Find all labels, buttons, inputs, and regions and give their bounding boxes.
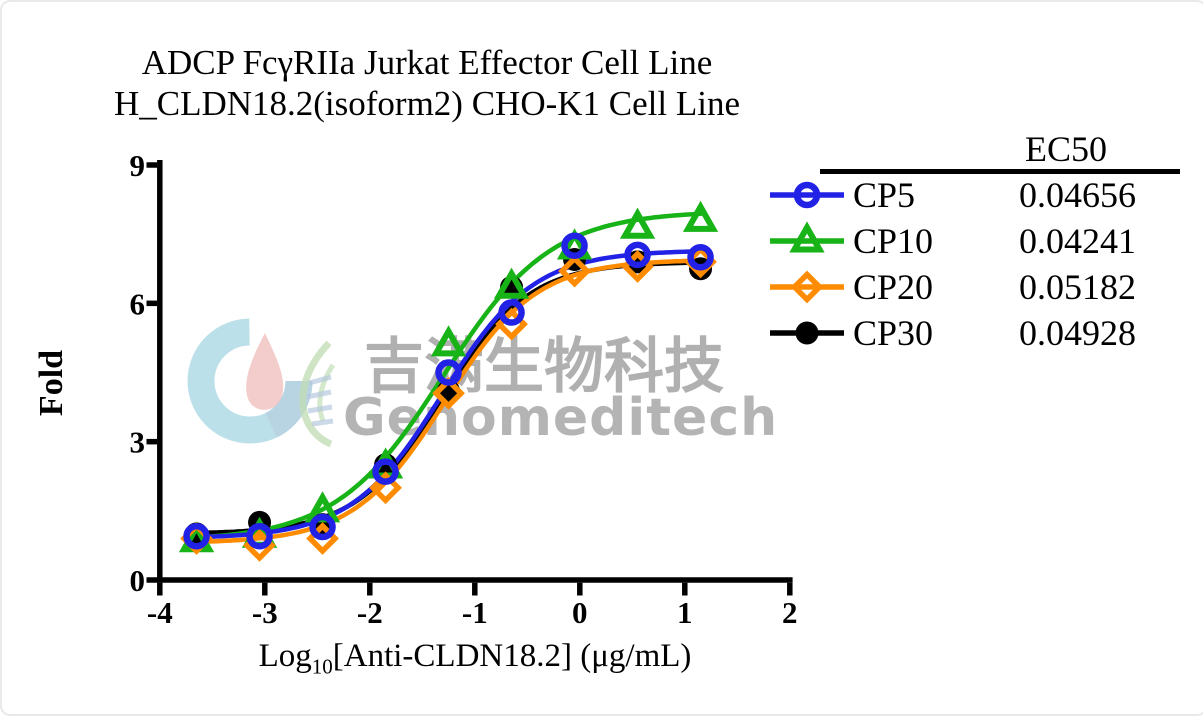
chart-title-line2: H_CLDN18.2(isoform2) CHO-K1 Cell Line bbox=[113, 84, 741, 123]
legend-row-cp30: CP30 0.04928 bbox=[767, 311, 1136, 355]
ec50-value-cp10: 0.04241 bbox=[1019, 221, 1136, 261]
y-tick-label: 3 bbox=[130, 425, 146, 460]
legend-label-cp5: CP5 bbox=[853, 175, 916, 215]
x-tick-label: -1 bbox=[462, 595, 488, 630]
ec50-value-cp5: 0.04656 bbox=[1019, 175, 1136, 215]
legend-label-cp10: CP10 bbox=[853, 221, 934, 261]
x-axis-title-subscript: 10 bbox=[311, 654, 333, 679]
markers-cp5 bbox=[183, 232, 714, 550]
tick-labels: -4 -3 -2 -1 0 1 2 0 3 6 9 bbox=[130, 148, 798, 630]
x-tick-label: -3 bbox=[252, 595, 278, 630]
legend-row-cp20: CP20 0.05182 bbox=[767, 265, 1136, 309]
x-tick-label: -4 bbox=[147, 595, 173, 630]
y-tick-label: 6 bbox=[130, 286, 146, 321]
chart-title-line1: ADCP FcγRIIa Jurkat Effector Cell Line bbox=[141, 43, 713, 82]
x-tick-label: 2 bbox=[782, 595, 798, 630]
cp10-marker-icon bbox=[770, 221, 844, 253]
legend-label-cp20: CP20 bbox=[853, 267, 934, 307]
cp30-marker-icon bbox=[770, 321, 844, 345]
cp20-marker-icon bbox=[770, 270, 844, 304]
ec50-value-cp30: 0.04928 bbox=[1019, 313, 1136, 353]
markers-cp10 bbox=[178, 200, 719, 553]
y-tick-label: 0 bbox=[130, 563, 146, 598]
chart-title: ADCP FcγRIIa Jurkat Effector Cell Line H… bbox=[22, 42, 832, 124]
x-axis-title-prefix: Log bbox=[258, 638, 312, 674]
ec50-header: EC50 bbox=[1025, 129, 1108, 169]
y-tick-label: 9 bbox=[130, 148, 146, 183]
markers-cp30 bbox=[185, 248, 713, 546]
legend-divider-line bbox=[820, 169, 1180, 174]
legend-row-cp5: CP5 0.04656 bbox=[767, 173, 1136, 217]
ec50-value-cp20: 0.05182 bbox=[1019, 267, 1136, 307]
axes bbox=[146, 160, 793, 596]
watermark-text-cn: 吉满生物科技 bbox=[364, 332, 724, 402]
cp5-marker-icon bbox=[770, 181, 844, 209]
watermark-logo bbox=[187, 318, 336, 448]
x-tick-label: 0 bbox=[572, 595, 588, 630]
legend-row-cp10: CP10 0.04241 bbox=[767, 219, 1136, 263]
curve-cp10 bbox=[194, 211, 703, 540]
x-tick-label: -2 bbox=[357, 595, 383, 630]
y-axis-title: Fold bbox=[33, 349, 70, 417]
x-axis-title: Log10[Anti-CLDN18.2] (μg/mL) bbox=[240, 638, 710, 680]
legend-label-cp30: CP30 bbox=[853, 313, 934, 353]
x-tick-label: 1 bbox=[677, 595, 693, 630]
x-axis-title-suffix: [Anti-CLDN18.2] (μg/mL) bbox=[332, 638, 692, 674]
